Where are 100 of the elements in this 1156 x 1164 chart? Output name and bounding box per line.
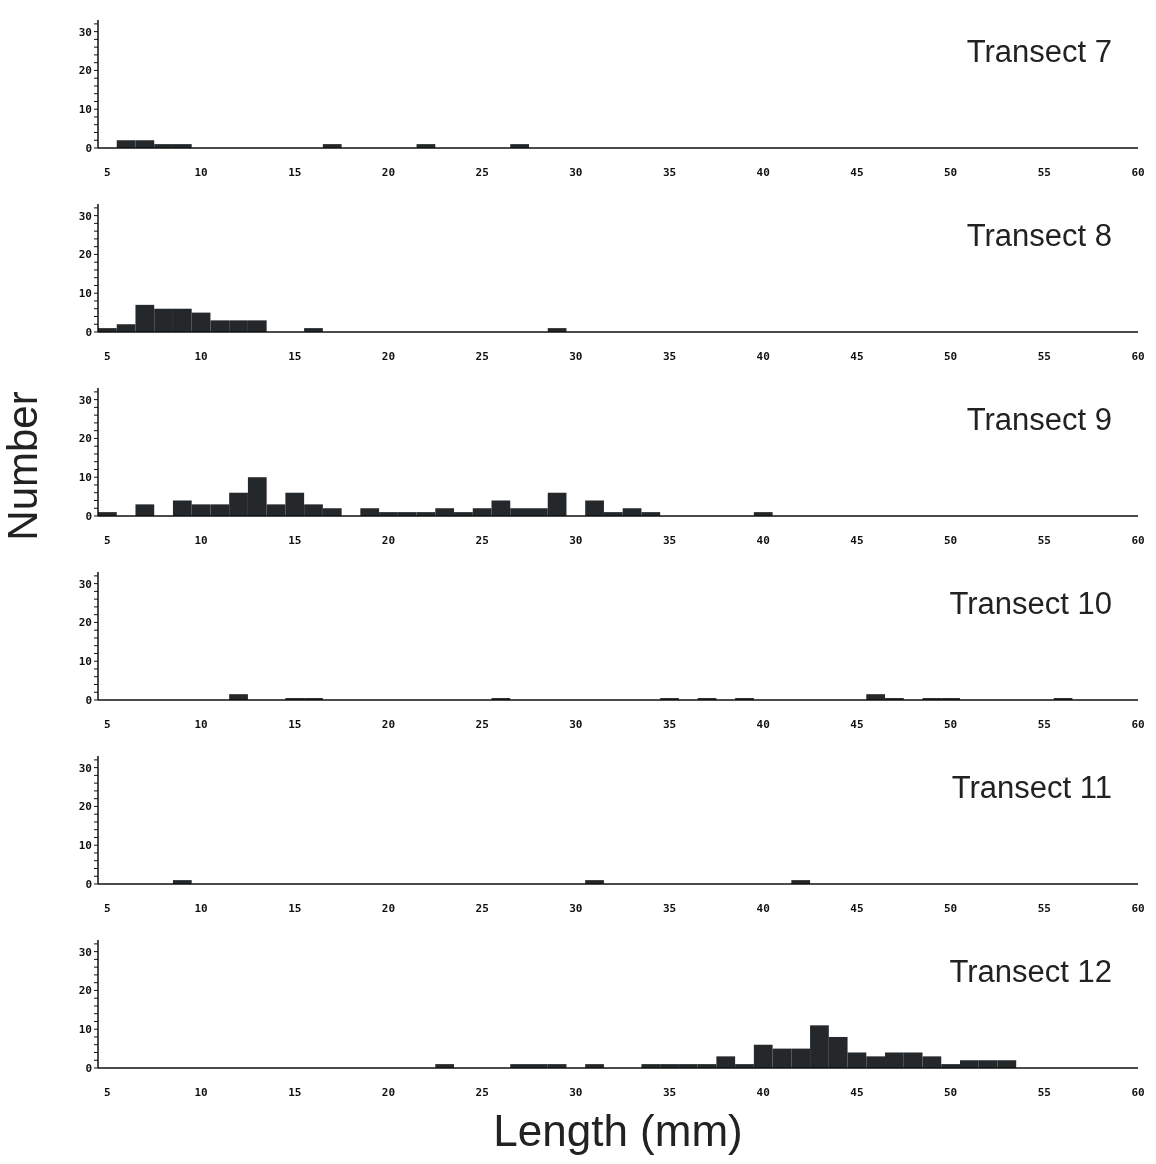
y-tick-label: 10 — [78, 839, 92, 853]
x-tick-label: 45 — [850, 165, 864, 179]
y-tick-label: 10 — [78, 655, 92, 669]
x-tick-label: 30 — [569, 901, 583, 915]
x-tick-label: 55 — [1037, 533, 1051, 547]
x-tick-label: 60 — [1131, 349, 1145, 363]
y-tick-label: 10 — [78, 1023, 92, 1037]
x-tick-label: 20 — [381, 165, 396, 179]
y-tick-label: 0 — [85, 325, 92, 339]
x-tick-label: 25 — [475, 1085, 489, 1099]
y-tick-label: 10 — [78, 103, 92, 117]
x-tick-label: 40 — [756, 1085, 770, 1099]
text: Transect 8 — [966, 218, 1112, 254]
x-tick-label: 60 — [1131, 165, 1145, 179]
x-tick-label: 40 — [756, 165, 770, 179]
x-tick-label: 50 — [943, 1085, 958, 1099]
x-tick-label: 30 — [569, 349, 583, 363]
x-tick-label: 35 — [662, 717, 677, 731]
y-tick-label: 0 — [85, 141, 92, 155]
x-tick-label: 25 — [475, 533, 489, 547]
x-tick-label: 55 — [1037, 165, 1051, 179]
x-tick-label: 25 — [475, 901, 489, 915]
y-tick-label: 30 — [78, 393, 92, 407]
x-tick-label: 15 — [288, 349, 302, 363]
x-tick-label: 15 — [288, 717, 302, 731]
x-tick-label: 55 — [1037, 1085, 1051, 1099]
x-tick-label: 50 — [943, 901, 958, 915]
x-tick-label: 55 — [1037, 349, 1051, 363]
x-tick-label: 30 — [569, 1085, 583, 1099]
x-tick-label: 15 — [288, 533, 302, 547]
x-tick-label: 45 — [850, 1085, 864, 1099]
x-tick-label: 5 — [104, 1085, 111, 1099]
y-tick-label: 0 — [85, 693, 92, 707]
y-tick-label: 30 — [78, 25, 92, 39]
x-tick-label: 10 — [194, 533, 208, 547]
x-tick-label: 15 — [288, 901, 302, 915]
x-tick-label: 35 — [662, 165, 677, 179]
x-tick-label: 60 — [1131, 1085, 1145, 1099]
x-tick-label: 35 — [662, 1085, 677, 1099]
x-tick-label: 20 — [381, 1085, 396, 1099]
x-tick-label: 45 — [850, 533, 864, 547]
x-tick-label: 10 — [194, 165, 208, 179]
x-tick-label: 60 — [1131, 717, 1145, 731]
y-axis-title: Number — [0, 390, 47, 543]
x-tick-label: 20 — [381, 533, 396, 547]
x-tick-label: 20 — [381, 349, 396, 363]
x-tick-label: 60 — [1131, 533, 1145, 547]
x-tick-label: 35 — [662, 901, 677, 915]
x-tick-label: 5 — [104, 717, 111, 731]
x-tick-label: 25 — [475, 717, 489, 731]
x-tick-label: 50 — [943, 165, 958, 179]
y-tick-label: 30 — [78, 209, 92, 223]
text: Transect 7 — [966, 34, 1112, 70]
y-tick-label: 20 — [78, 432, 92, 446]
y-tick-label: 0 — [85, 877, 92, 891]
x-tick-label: 20 — [381, 717, 396, 731]
x-tick-label: 10 — [194, 349, 208, 363]
x-tick-label: 5 — [104, 349, 111, 363]
x-tick-label: 20 — [381, 901, 396, 915]
x-tick-label: 25 — [475, 165, 489, 179]
x-tick-label: 30 — [569, 717, 583, 731]
text: Transect 10 — [949, 586, 1112, 622]
x-tick-label: 25 — [475, 349, 489, 363]
y-tick-label: 20 — [78, 984, 92, 998]
y-tick-label: 30 — [78, 577, 92, 591]
x-tick-label: 5 — [104, 901, 111, 915]
x-tick-label: 15 — [288, 165, 302, 179]
x-tick-label: 10 — [194, 717, 208, 731]
y-tick-label: 30 — [78, 945, 92, 959]
y-tick-label: 10 — [78, 287, 92, 301]
x-tick-label: 40 — [756, 901, 770, 915]
x-tick-label: 10 — [194, 901, 208, 915]
x-axis-title: Length (mm) — [492, 1106, 744, 1156]
x-tick-label: 40 — [756, 533, 770, 547]
y-tick-label: 10 — [78, 471, 92, 485]
y-tick-label: 0 — [85, 509, 92, 523]
text: Transect 9 — [966, 402, 1112, 438]
x-tick-label: 5 — [104, 533, 111, 547]
x-tick-label: 35 — [662, 349, 677, 363]
y-tick-label: 30 — [78, 761, 92, 775]
x-tick-label: 15 — [288, 1085, 302, 1099]
x-tick-label: 45 — [850, 901, 864, 915]
x-tick-label: 50 — [943, 533, 958, 547]
x-tick-label: 10 — [194, 1085, 208, 1099]
x-tick-label: 5 — [104, 165, 111, 179]
y-tick-label: 20 — [78, 616, 92, 630]
x-tick-label: 55 — [1037, 901, 1051, 915]
y-tick-label: 0 — [85, 1061, 92, 1075]
x-tick-label: 60 — [1131, 901, 1145, 915]
y-tick-label: 20 — [78, 64, 92, 78]
x-tick-label: 50 — [943, 717, 958, 731]
x-tick-label: 55 — [1037, 717, 1051, 731]
text: Transect 12 — [949, 954, 1112, 990]
x-tick-label: 30 — [569, 165, 583, 179]
y-tick-label: 20 — [78, 248, 92, 262]
x-tick-label: 50 — [943, 349, 958, 363]
x-tick-label: 30 — [569, 533, 583, 547]
x-tick-label: 40 — [756, 717, 770, 731]
text: Transect 11 — [951, 770, 1112, 806]
y-tick-label: 20 — [78, 800, 92, 814]
